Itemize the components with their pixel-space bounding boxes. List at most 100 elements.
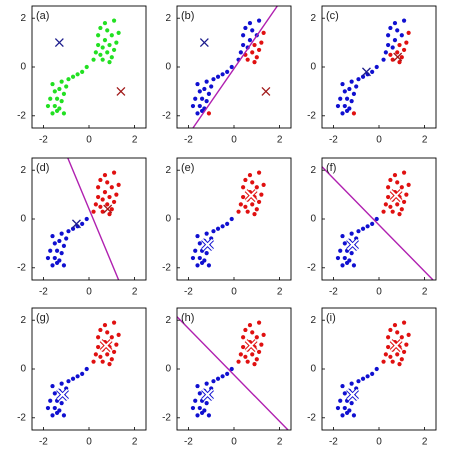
point xyxy=(215,74,221,79)
point xyxy=(335,405,341,411)
plot-area xyxy=(190,6,278,128)
y-tick-label: 0 xyxy=(165,364,171,375)
point xyxy=(395,180,400,185)
y-tick-label: 0 xyxy=(20,214,26,225)
point xyxy=(243,25,248,31)
point xyxy=(215,376,221,381)
point xyxy=(54,260,60,266)
axes-frame xyxy=(176,307,292,431)
point xyxy=(48,96,53,101)
point xyxy=(50,111,55,116)
point xyxy=(80,371,85,376)
point xyxy=(52,103,57,109)
point xyxy=(211,77,216,82)
point xyxy=(392,172,398,178)
axes-frame xyxy=(321,307,437,431)
point xyxy=(386,194,391,200)
point xyxy=(61,263,67,268)
x-tick-label: -2 xyxy=(184,135,193,146)
point xyxy=(401,18,407,23)
point xyxy=(52,405,57,411)
point xyxy=(111,18,117,23)
point xyxy=(256,349,262,355)
centroid xyxy=(244,339,258,352)
y-tick-label: -2 xyxy=(162,110,171,121)
point xyxy=(254,55,259,60)
axes-frame xyxy=(31,307,147,431)
point xyxy=(206,91,212,96)
point xyxy=(98,52,103,57)
point xyxy=(52,89,57,94)
point xyxy=(243,177,248,183)
y-tick-label: 2 xyxy=(310,165,316,176)
point xyxy=(93,352,98,357)
point xyxy=(225,221,230,226)
point xyxy=(374,64,379,70)
point xyxy=(193,398,198,403)
panel-label: (a) xyxy=(36,10,49,22)
x-tick-label: 0 xyxy=(376,135,382,146)
point xyxy=(54,108,60,114)
point xyxy=(349,251,354,256)
point xyxy=(109,55,114,60)
point xyxy=(45,103,51,109)
point xyxy=(111,320,117,325)
point xyxy=(399,55,404,60)
y-tick-label: 2 xyxy=(20,165,26,176)
centroid xyxy=(116,86,126,96)
point xyxy=(383,352,388,357)
panel: -2 0 2 -2 0 2 (a) xyxy=(17,5,147,146)
point xyxy=(50,413,55,418)
point xyxy=(59,251,64,256)
point xyxy=(399,207,404,212)
point xyxy=(91,57,96,62)
y-tick-label: 2 xyxy=(310,13,316,24)
point xyxy=(388,177,393,183)
point xyxy=(75,374,80,379)
point xyxy=(220,374,225,379)
point xyxy=(109,185,114,190)
point xyxy=(96,33,101,38)
panel: -2 0 2 -2 0 2 (e) xyxy=(162,157,292,298)
point xyxy=(252,362,257,367)
point xyxy=(250,330,255,335)
point xyxy=(66,379,71,384)
point xyxy=(111,199,117,205)
point xyxy=(52,255,57,261)
point xyxy=(107,212,112,217)
axes-frame xyxy=(31,157,147,281)
point xyxy=(199,410,205,416)
point xyxy=(54,410,60,416)
point xyxy=(360,226,366,231)
point xyxy=(390,209,395,214)
point xyxy=(401,170,407,175)
point xyxy=(351,111,357,116)
point xyxy=(93,50,98,55)
centroid xyxy=(244,189,258,202)
point xyxy=(105,330,110,335)
centroid xyxy=(362,67,371,77)
point xyxy=(256,18,262,23)
point xyxy=(349,99,354,104)
point xyxy=(61,413,67,418)
point xyxy=(70,226,76,231)
point xyxy=(356,77,361,82)
x-tick-label: 2 xyxy=(422,135,428,146)
point xyxy=(84,216,89,222)
point xyxy=(399,357,404,362)
point xyxy=(59,231,64,236)
x-tick-label: 2 xyxy=(277,437,283,448)
point xyxy=(340,263,345,268)
point xyxy=(243,204,248,209)
point xyxy=(374,216,379,222)
x-tick-label: 2 xyxy=(422,287,428,298)
point xyxy=(109,207,114,212)
point xyxy=(245,209,250,214)
point xyxy=(365,374,370,379)
point xyxy=(386,42,391,48)
point xyxy=(61,243,67,248)
point xyxy=(250,180,255,185)
point xyxy=(259,192,264,197)
point xyxy=(195,81,200,87)
point xyxy=(256,199,262,205)
